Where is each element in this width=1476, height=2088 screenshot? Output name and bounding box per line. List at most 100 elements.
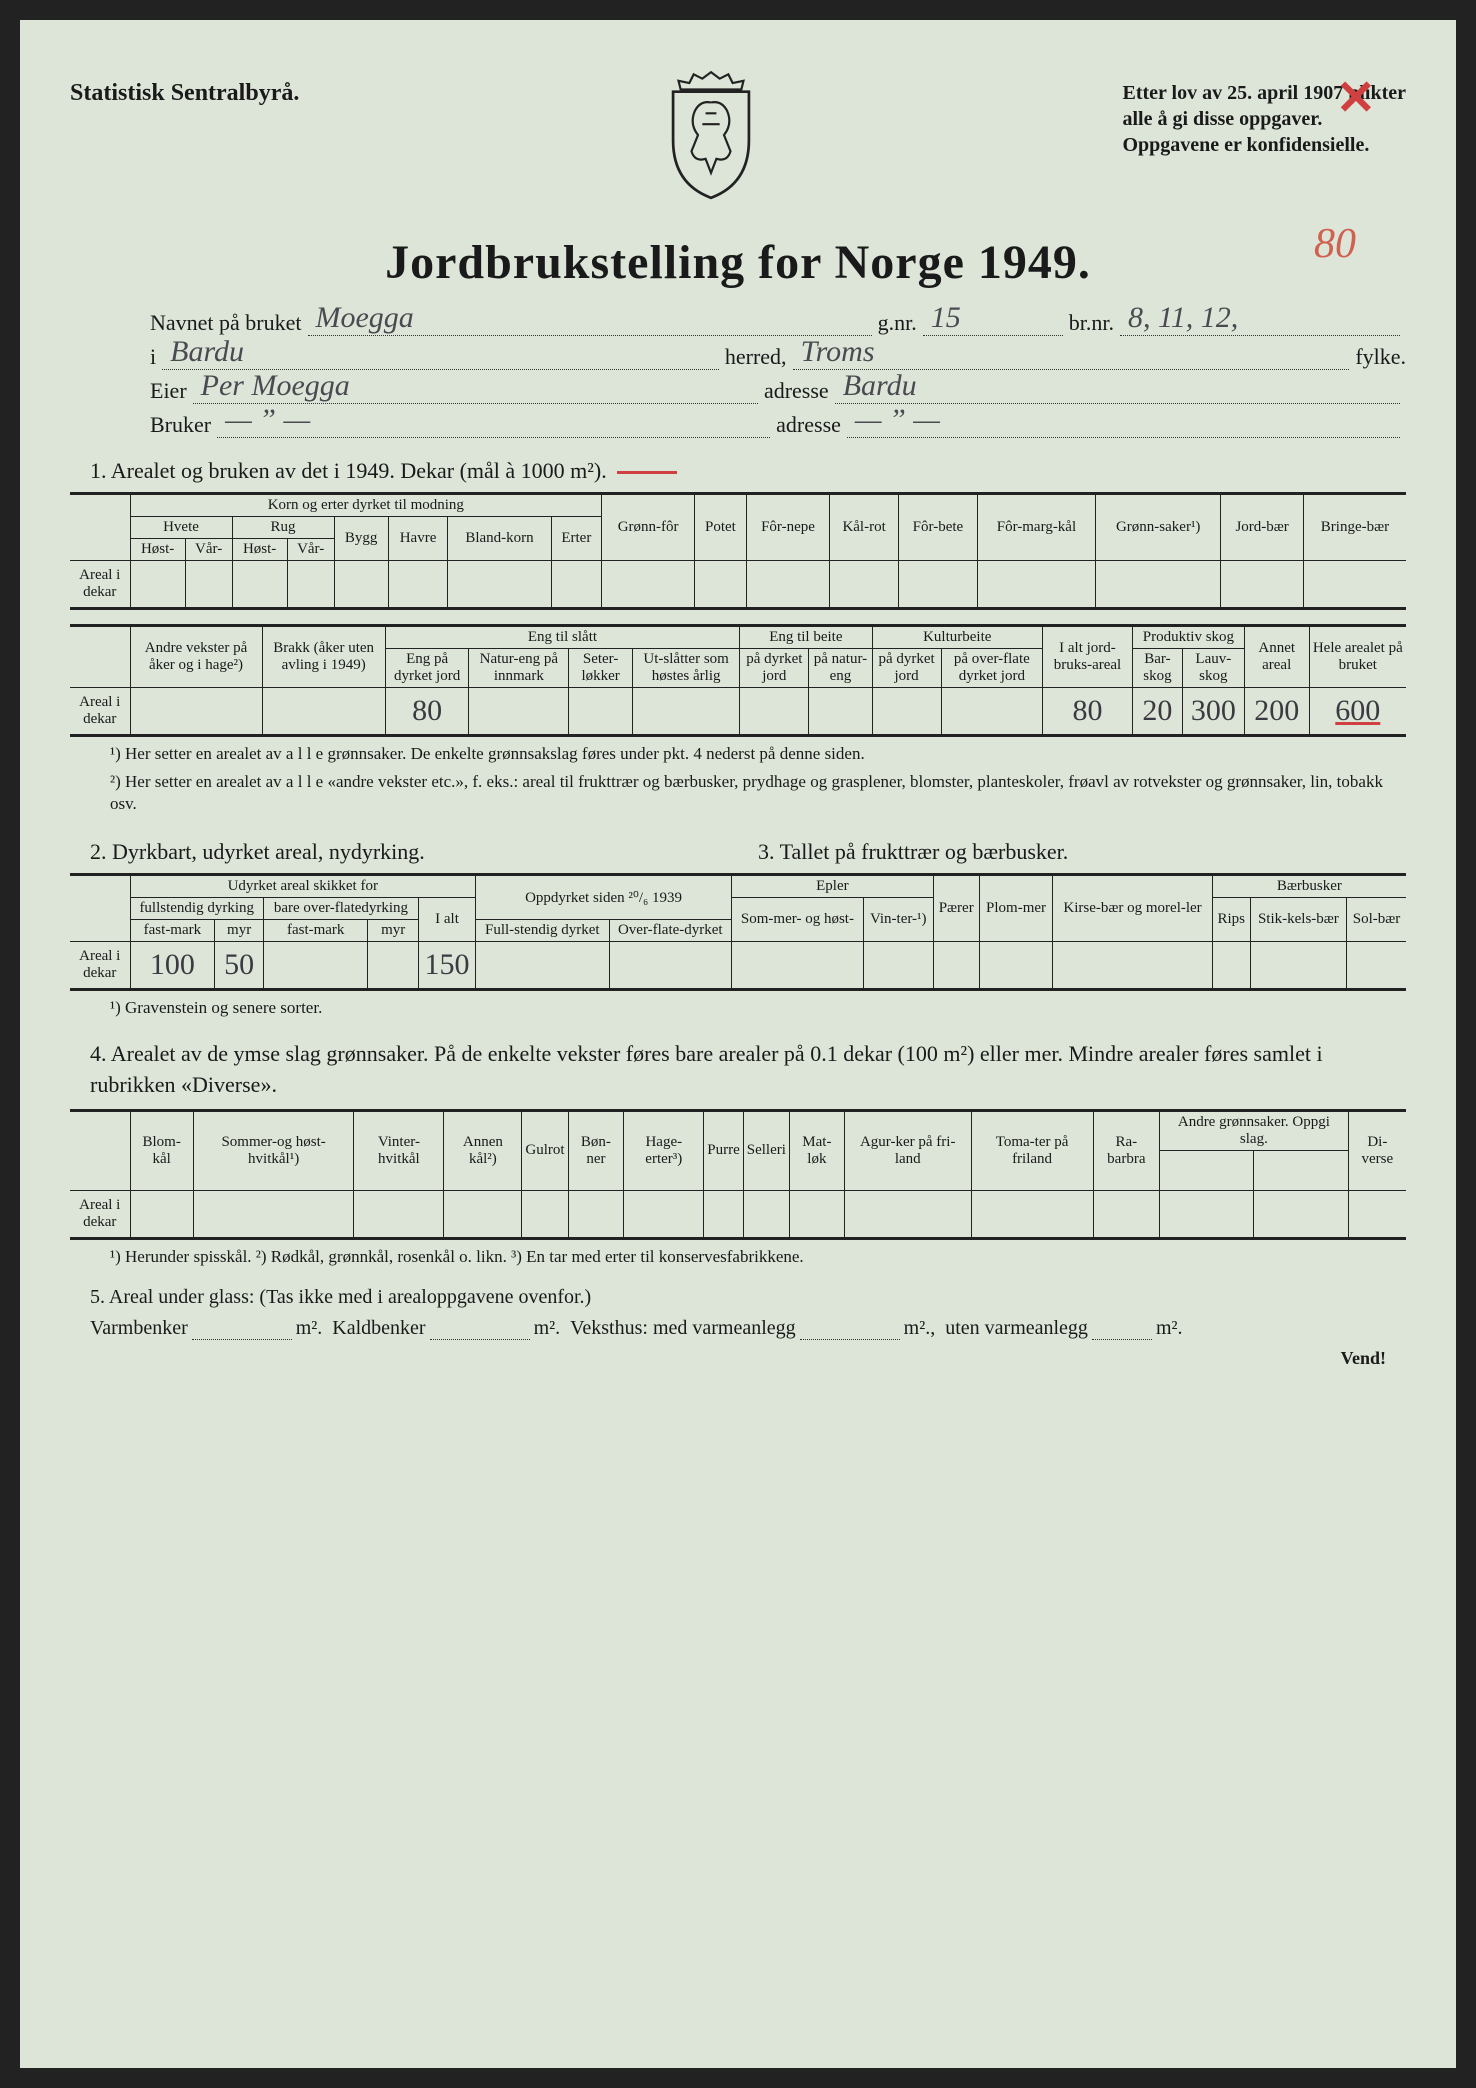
- th-myr1: myr: [215, 920, 264, 942]
- adresse-label: adresse: [764, 378, 829, 404]
- val-barskog: 20: [1132, 688, 1182, 736]
- th-engslatt: Eng til slått: [385, 626, 739, 649]
- fylke-label: fylke.: [1355, 344, 1406, 370]
- th-andrevekster: Andre vekster på åker og i hage²): [130, 626, 262, 688]
- field-eier: Eier Per Moegga adresse Bardu: [150, 378, 1406, 404]
- herred-value: Bardu: [170, 335, 244, 369]
- th-kultur-dyrket: på dyrket jord: [872, 649, 941, 688]
- th-gulrot: Gulrot: [522, 1110, 568, 1190]
- th-seterlokker: Seter-løkker: [569, 649, 633, 688]
- gnr-label: g.nr.: [878, 310, 917, 336]
- i-label: i: [150, 344, 156, 370]
- document-title: Jordbrukstelling for Norge 1949.: [70, 235, 1406, 290]
- row-areal-1b: Areal i dekar: [70, 688, 130, 736]
- table1b: Andre vekster på åker og i hage²) Brakk …: [70, 624, 1406, 737]
- th-myr2: myr: [368, 920, 419, 942]
- th-beite-natur: på natur-eng: [809, 649, 872, 688]
- table4: Blom-kål Sommer-og høst-hvitkål¹) Vinter…: [70, 1109, 1406, 1240]
- header-row: Statistisk Sentralbyrå. Etter lov av 25.…: [70, 80, 1406, 205]
- veksthus-label: Veksthus: med varmeanlegg: [570, 1317, 796, 1340]
- th-baerbusker: Bærbusker: [1212, 875, 1406, 898]
- adresse2-label: adresse: [776, 412, 841, 438]
- herred-label: herred,: [725, 344, 787, 370]
- eier-label: Eier: [150, 378, 187, 404]
- val-eng-dyrket: 80: [385, 688, 469, 736]
- row-areal-4: Areal i dekar: [70, 1190, 130, 1238]
- adresse2-value: — ” —: [855, 403, 940, 437]
- varmbenker-label: Varmbenker: [90, 1317, 188, 1340]
- th-vinter: Vin-ter-¹): [863, 898, 933, 942]
- uten-label: uten varmeanlegg: [945, 1317, 1088, 1340]
- th-hvete: Hvete: [130, 517, 232, 539]
- th-sommerhvitkal: Sommer-og høst-hvitkål¹): [193, 1110, 354, 1190]
- th-havre: Havre: [388, 517, 448, 561]
- th-fastmark2: fast-mark: [263, 920, 367, 942]
- th-purre: Purre: [704, 1110, 744, 1190]
- th-annenkal: Annen kål²): [444, 1110, 522, 1190]
- field-navnet: Navnet på bruket Moegga g.nr. 15 br.nr. …: [150, 310, 1406, 336]
- legal-line-3: Oppgavene er konfidensielle.: [1122, 132, 1406, 158]
- th-rabarbra: Ra-barbra: [1093, 1110, 1160, 1190]
- th-utslatter: Ut-slåtter som høstes årlig: [633, 649, 740, 688]
- th-tomater: Toma-ter på friland: [971, 1110, 1093, 1190]
- th-overdyrket: Over-flate-dyrket: [609, 920, 732, 942]
- th-solbaer: Sol-bær: [1347, 898, 1406, 942]
- th-rug: Rug: [232, 517, 334, 539]
- red-underline-icon: [617, 471, 677, 474]
- section5-title: 5. Areal under glass: (Tas ikke med i ar…: [90, 1286, 1406, 1309]
- bruker-label: Bruker: [150, 412, 211, 438]
- th-ialt-jord: I alt jord-bruks-areal: [1043, 626, 1133, 688]
- row-areal-1a: Areal i dekar: [70, 561, 130, 609]
- th-brakk: Brakk (åker uten avling i 1949): [262, 626, 385, 688]
- section1-title: 1. Arealet og bruken av det i 1949. Deka…: [90, 458, 1406, 484]
- th-engbeite: Eng til beite: [740, 626, 872, 649]
- red-number-80: 80: [1314, 220, 1356, 268]
- sec1-footnote2: ²) Her setter en arealet av a l l e «and…: [110, 771, 1406, 815]
- th-gronnfor: Grønn-fôr: [602, 494, 695, 561]
- th-kalrot: Kål-rot: [830, 494, 899, 561]
- th-udyrket: Udyrket areal skikket for: [130, 875, 476, 898]
- th-annet: Annet areal: [1244, 626, 1309, 688]
- navnet-value: Moegga: [316, 301, 414, 335]
- th-ialt2: I alt: [418, 898, 475, 942]
- coat-of-arms: [656, 70, 766, 205]
- th-sommerhost: Som-mer- og høst-: [732, 898, 864, 942]
- th-kulturbeite: Kulturbeite: [872, 626, 1043, 649]
- th-stikkelsbaer: Stik-kels-bær: [1250, 898, 1346, 942]
- vend-label: Vend!: [70, 1348, 1386, 1369]
- th-bringebaer: Bringe-bær: [1303, 494, 1406, 561]
- th-selleri: Selleri: [743, 1110, 789, 1190]
- red-cross-mark: ✕: [1336, 70, 1376, 126]
- th-agurker: Agur-ker på fri-land: [844, 1110, 971, 1190]
- field-bruker: Bruker — ” — adresse — ” —: [150, 412, 1406, 438]
- th-plommer: Plom-mer: [979, 875, 1053, 942]
- kaldbenker-label: Kaldbenker: [332, 1317, 425, 1340]
- table1a: Korn og erter dyrket til modning Grønn-f…: [70, 492, 1406, 610]
- section3-title: 3. Tallet på frukttrær og bærbusker.: [758, 839, 1406, 865]
- sec4-footnote: ¹) Herunder spisskål. ²) Rødkål, grønnkå…: [110, 1246, 1406, 1268]
- th-blomkal: Blom-kål: [130, 1110, 193, 1190]
- th-diverse: Di-verse: [1348, 1110, 1406, 1190]
- bruker-value: — ” —: [225, 403, 310, 437]
- th-barskog: Bar-skog: [1132, 649, 1182, 688]
- section2-title: 2. Dyrkbart, udyrket areal, nydyrking.: [90, 839, 738, 865]
- th-rug-host: Høst-: [232, 539, 287, 561]
- th-beite-dyrket: på dyrket jord: [740, 649, 809, 688]
- sec1-footnote1: ¹) Her setter en arealet av a l l e grøn…: [110, 743, 1406, 765]
- th-blandkorn: Bland-korn: [448, 517, 551, 561]
- val-hele: 600: [1309, 688, 1406, 736]
- th-hageerter: Hage-erter³): [624, 1110, 704, 1190]
- brnr-label: br.nr.: [1069, 310, 1114, 336]
- th-lauvskog: Lauv-skog: [1182, 649, 1244, 688]
- th-erter: Erter: [551, 517, 602, 561]
- gnr-value: 15: [931, 301, 961, 335]
- th-hvete-host: Høst-: [130, 539, 185, 561]
- th-formargkal: Fôr-marg-kål: [977, 494, 1095, 561]
- table2: Udyrket areal skikket for Oppdyrket side…: [70, 873, 1406, 991]
- th-jordbaer: Jord-bær: [1221, 494, 1304, 561]
- val-lauvskog: 300: [1182, 688, 1244, 736]
- th-prodskog: Produktiv skog: [1132, 626, 1244, 649]
- th-bareover: bare over-flatedyrking: [263, 898, 418, 920]
- val-annet: 200: [1244, 688, 1309, 736]
- th-oppdyrket: Oppdyrket siden ²⁰/₆ 1939: [476, 875, 732, 920]
